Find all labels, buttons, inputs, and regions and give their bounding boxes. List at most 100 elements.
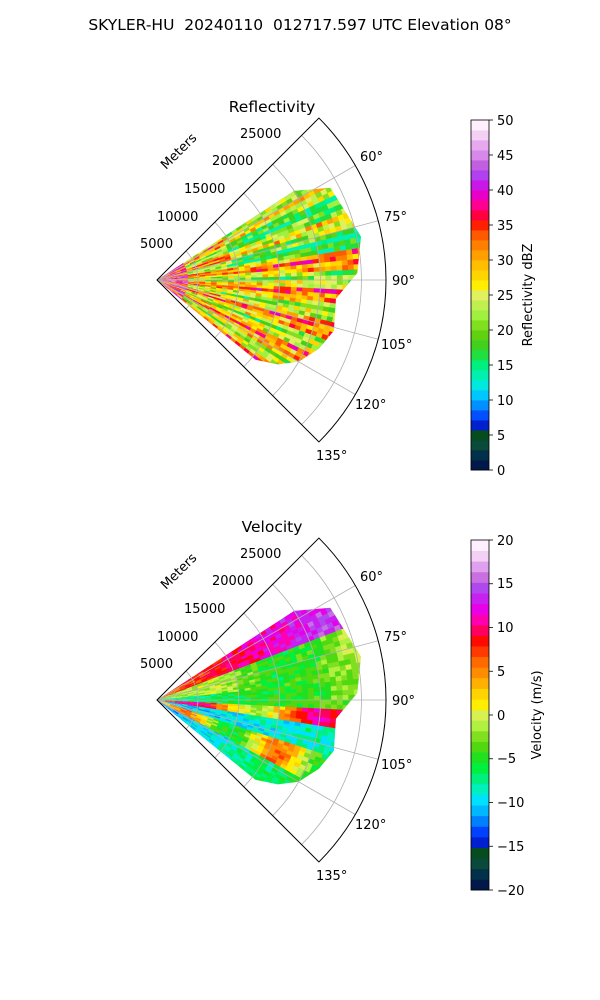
field-cell [292,774,301,783]
field-cell [227,321,234,327]
field-cell [222,757,229,764]
field-cell [204,708,211,712]
field-cell [210,724,218,729]
field-cell [202,306,210,312]
field-cell [237,756,245,763]
field-cell [180,288,187,292]
field-cell [168,287,175,292]
field-cell [233,623,241,630]
field-cell [359,290,361,298]
field-cell [164,273,171,277]
field-cell [158,281,165,286]
field-cell [263,614,271,622]
field-cell [235,329,243,335]
field-cell [313,704,321,710]
field-cell [169,692,176,696]
field-cell [164,695,171,698]
field-cell [286,750,294,757]
field-cell [329,357,338,365]
field-cell [256,732,264,738]
field-cell [329,777,338,785]
range-tick-label: 15000 [184,602,225,617]
field-cell [350,592,359,601]
colorbar-swatch [471,858,489,870]
field-cell [352,610,361,619]
field-cell [217,303,224,308]
field-cell [182,702,189,705]
field-cell [245,755,253,762]
field-cell [227,233,235,239]
field-cell [338,173,346,182]
field-cell [226,761,234,768]
field-cell [210,705,217,709]
field-cell [210,251,218,256]
field-cell [165,700,172,702]
field-cell [240,234,248,240]
field-cell [276,322,284,329]
field-cell [356,311,361,319]
field-cell [206,255,213,260]
colorbar-swatch [471,720,489,732]
azimuth-tick-label: 90° [392,274,415,289]
field-cell [279,266,286,271]
field-cell [213,716,221,721]
field-cell [165,698,172,700]
field-cell [349,237,358,245]
field-cell [187,281,195,284]
field-cell [187,284,194,286]
field-cell [222,248,229,254]
field-cell [272,317,280,324]
field-cell [301,295,308,301]
field-cell [318,677,326,684]
field-cell [290,272,298,277]
field-cell [180,708,187,712]
field-cell [218,241,226,247]
field-cell [329,298,337,305]
field-cell [199,692,206,695]
field-cell [199,675,207,680]
field-cell [340,375,348,383]
field-cell [246,726,254,732]
field-cell [330,150,339,159]
field-cell [286,211,295,218]
field-cell [296,564,304,572]
field-cell [297,583,305,591]
field-cell [360,193,361,202]
field-cell [180,268,187,272]
field-cell [218,753,225,760]
field-cell [291,765,300,773]
field-cell [288,590,296,598]
field-cell [303,791,311,799]
field-cell [215,292,222,296]
field-cell [353,344,361,353]
field-cell [304,663,312,670]
field-cell [176,278,183,280]
field-cell [322,823,331,832]
field-cell [231,313,239,319]
field-cell [325,704,332,710]
field-cell [276,576,284,584]
field-cell [278,259,285,265]
field-cell [304,556,313,565]
field-cell [192,286,200,290]
field-cell [228,319,236,325]
field-cell [255,315,263,321]
field-cell [366,342,374,350]
field-cell [283,255,291,261]
field-cell [303,187,312,190]
field-cell [250,242,258,248]
field-cell [256,187,265,194]
field-cell [349,657,358,665]
field-cell [339,309,347,316]
field-cell [290,703,298,708]
field-cell [170,698,178,700]
field-cell [231,218,239,225]
field-cell [221,727,229,732]
field-cell [165,700,172,702]
field-cell [266,801,274,809]
field-cell [227,273,235,277]
field-cell [168,708,174,713]
field-cell [239,693,246,696]
field-cell [192,722,199,727]
field-cell [224,254,231,259]
